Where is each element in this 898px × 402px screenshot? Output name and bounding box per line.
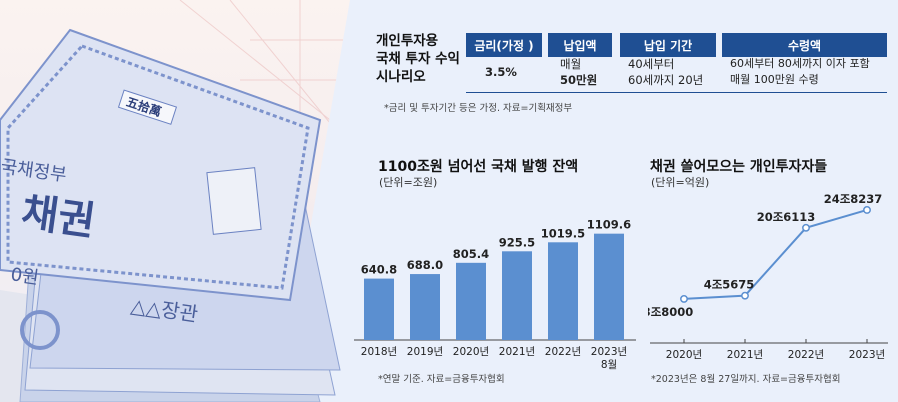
bar-category-label-6-line-2: 8월 (601, 359, 617, 371)
bar-5 (548, 242, 578, 340)
bar-value-label-6: 1109.6 (587, 218, 631, 232)
line-point-2 (741, 291, 749, 300)
value-payment-line-1: 매월 (560, 57, 582, 71)
value-period-line-2: 60세까지 20년 (628, 73, 704, 87)
value-interest-rate: 3.5% (485, 65, 517, 79)
bar-value-label-4: 925.5 (499, 235, 535, 249)
value-receive-line-1: 60세부터 80세까지 이자 포함 (730, 57, 870, 70)
bar-value-label-3: 805.4 (453, 247, 489, 261)
scenario-title: 개인투자용 국채 투자 수익 시나리오 (376, 32, 460, 86)
bond-text-2: 채권 (19, 189, 98, 245)
bar-4 (502, 251, 532, 340)
line-chart: 3조8000 2020년 4조5675 2021년 20조6113 2022년 24조823… (648, 192, 888, 361)
bar-3 (456, 262, 486, 340)
value-payment-line-2: 50만원 (560, 73, 598, 87)
line-chart-unit: (단위=억원) (651, 176, 710, 189)
bar-chart-unit: (단위=조원) (379, 176, 438, 189)
scenario-title-line-2: 국채 투자 수익 (376, 51, 460, 67)
bar-category-label-1: 2018년 (361, 346, 397, 358)
line-category-label-3: 2022년 (788, 349, 824, 361)
bar-category-label-6: 2023년 (591, 346, 627, 358)
header-interest-rate: 금리(가정 ) (466, 33, 542, 57)
bar-category-label-4: 2021년 (499, 346, 535, 358)
bar-value-label-2: 688.0 (407, 258, 443, 272)
bar-value-label-1: 640.8 (361, 263, 397, 277)
line-category-label-1: 2020년 (666, 349, 702, 361)
line-category-label-2: 2021년 (727, 349, 763, 361)
bar-category-label-2: 2019년 (407, 346, 443, 358)
line-chart-note: *2023년은 8월 27일까지. 자료=금융투자협회 (651, 374, 841, 385)
line-value-label-2: 4조5675 (704, 278, 755, 292)
value-payment: 매월 50만원 (560, 56, 597, 88)
header-receive-amount: 수령액 (722, 33, 887, 57)
line-chart-title: 채권 쓸어모으는 개인투자자들 (650, 159, 828, 175)
line-point-4 (863, 206, 871, 214)
bar-category-label-3: 2020년 (453, 346, 489, 358)
bar-chart-note: *연말 기준. 자료=금융투자협회 (378, 374, 505, 385)
header-payment-period: 납입 기간 (620, 33, 716, 57)
bar-chart: 640.8 2018년 688.0 2019년 805.4 2020년 925.5 2021년… (354, 218, 636, 371)
line-point-3 (802, 223, 810, 232)
value-receive-amount: 60세부터 80세까지 이자 포함 매월 100만원 수령 (730, 56, 870, 88)
bar-value-label-5: 1019.5 (541, 226, 585, 240)
value-period-line-1: 40세부터 (628, 57, 675, 71)
bar-1 (364, 278, 394, 340)
value-payment-period: 40세부터 60세까지 20년 (628, 56, 703, 88)
table-divider (466, 92, 887, 93)
bond-text-3: 0원 (9, 264, 40, 289)
line-value-label-3: 20조6113 (757, 210, 816, 224)
bar-category-label-5: 2022년 (545, 346, 581, 358)
scenario-note: *금리 및 투자기간 등은 가정. 자료=기획재정부 (384, 103, 573, 114)
value-receive-line-2: 매월 100만원 수령 (730, 73, 819, 86)
header-payment: 납입액 (548, 33, 612, 57)
bar-2 (410, 274, 440, 340)
scenario-title-line-3: 시나리오 (376, 69, 426, 85)
line-value-label-1: 3조8000 (648, 305, 693, 319)
bond-stack (0, 28, 341, 402)
line-point-1 (680, 294, 688, 303)
bar-chart-title: 1100조원 넘어선 국채 발행 잔액 (378, 159, 579, 175)
scenario-title-line-1: 개인투자용 (376, 33, 439, 49)
bar-6 (594, 233, 624, 340)
line-category-label-4: 2023년 (849, 349, 885, 361)
line-series (683, 209, 868, 300)
line-value-label-4: 24조8237 (824, 192, 883, 206)
